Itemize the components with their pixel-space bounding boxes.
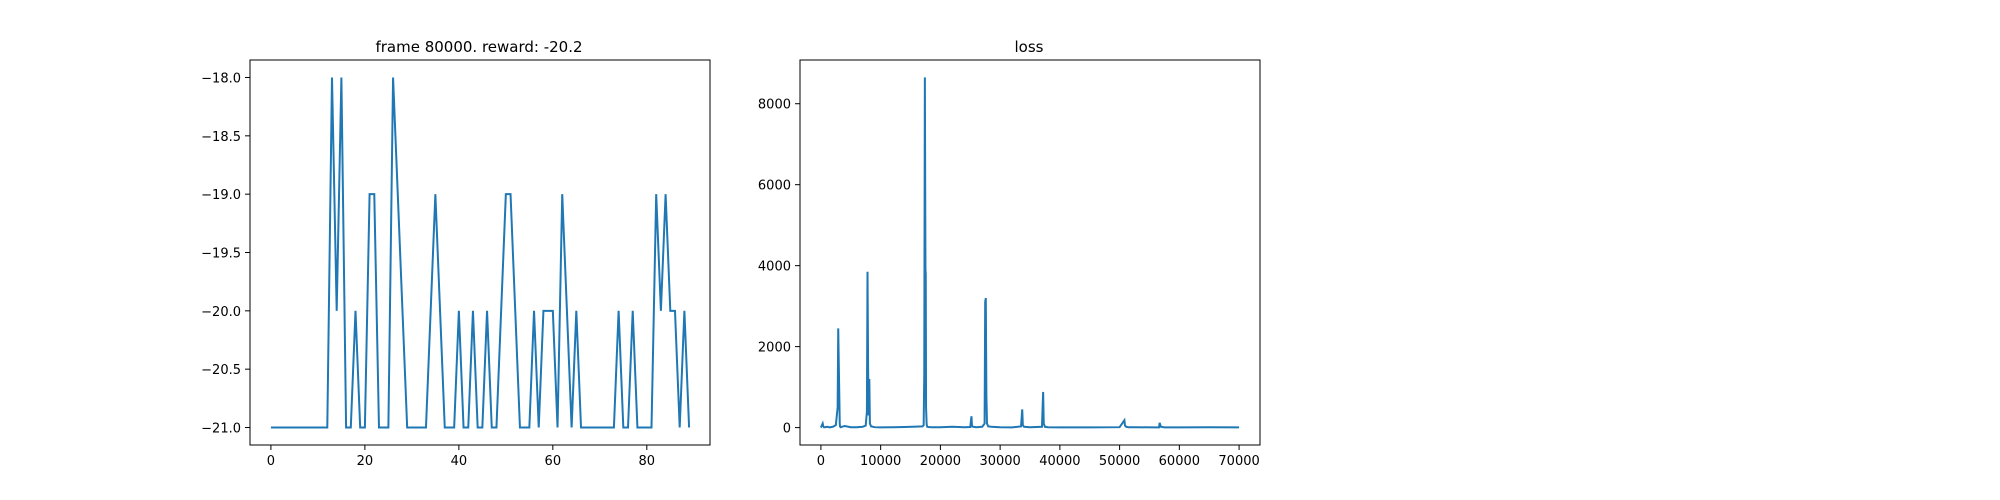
loss-x-tick-label: 70000 — [1218, 454, 1259, 469]
loss-y-tick-label: 6000 — [758, 179, 791, 194]
reward-y-tick-label: −18.5 — [201, 130, 241, 145]
reward-series-line-0 — [270, 77, 691, 429]
reward-y-tick-label: −18.0 — [201, 72, 241, 87]
loss-x-tick-label: 40000 — [1039, 454, 1080, 469]
reward-y-tick-label: −20.5 — [201, 363, 241, 378]
loss-series-line-0 — [819, 77, 1240, 429]
reward-chart-title: frame 80000. reward: -20.2 — [375, 38, 582, 56]
reward-chart: frame 80000. reward: -20.2 0 20 40 60 80 −21.… — [201, 38, 711, 469]
loss-y-tick-label: 4000 — [758, 260, 791, 275]
loss-chart: loss 0 10000 20000 30000 40000 50000 60000 7000… — [758, 38, 1261, 469]
reward-y-tick-label: −19.5 — [201, 247, 241, 262]
loss-y-tick-label: 0 — [783, 422, 791, 437]
loss-x-tick-label: 50000 — [1099, 454, 1140, 469]
reward-y-tick-label: −19.0 — [201, 188, 241, 203]
reward-plot-area: 0 20 40 60 80 −21.0 −20.5 −20.0 −19.5 −19.0 −18.5 −… — [201, 59, 711, 469]
loss-x-tick-label: 0 — [817, 454, 825, 469]
loss-chart-title: loss — [1015, 38, 1044, 56]
reward-x-tick-label: 80 — [639, 454, 656, 469]
loss-x-tick-label: 10000 — [860, 454, 901, 469]
loss-y-tick-label: 8000 — [758, 98, 791, 113]
loss-x-tick-label: 20000 — [920, 454, 961, 469]
reward-x-tick-label: 0 — [267, 454, 275, 469]
loss-plot-area: 0 10000 20000 30000 40000 50000 60000 70000 0 200… — [758, 59, 1261, 469]
reward-y-tick-label: −20.0 — [201, 305, 241, 320]
loss-y-tick-label: 2000 — [758, 341, 791, 356]
reward-x-tick-label: 40 — [451, 454, 468, 469]
loss-x-tick-label: 30000 — [979, 454, 1020, 469]
loss-axes-frame — [799, 59, 1261, 446]
loss-x-tick-label: 60000 — [1159, 454, 1200, 469]
reward-x-tick-label: 20 — [357, 454, 374, 469]
reward-y-tick-label: −21.0 — [201, 422, 241, 437]
reward-x-tick-label: 60 — [545, 454, 562, 469]
